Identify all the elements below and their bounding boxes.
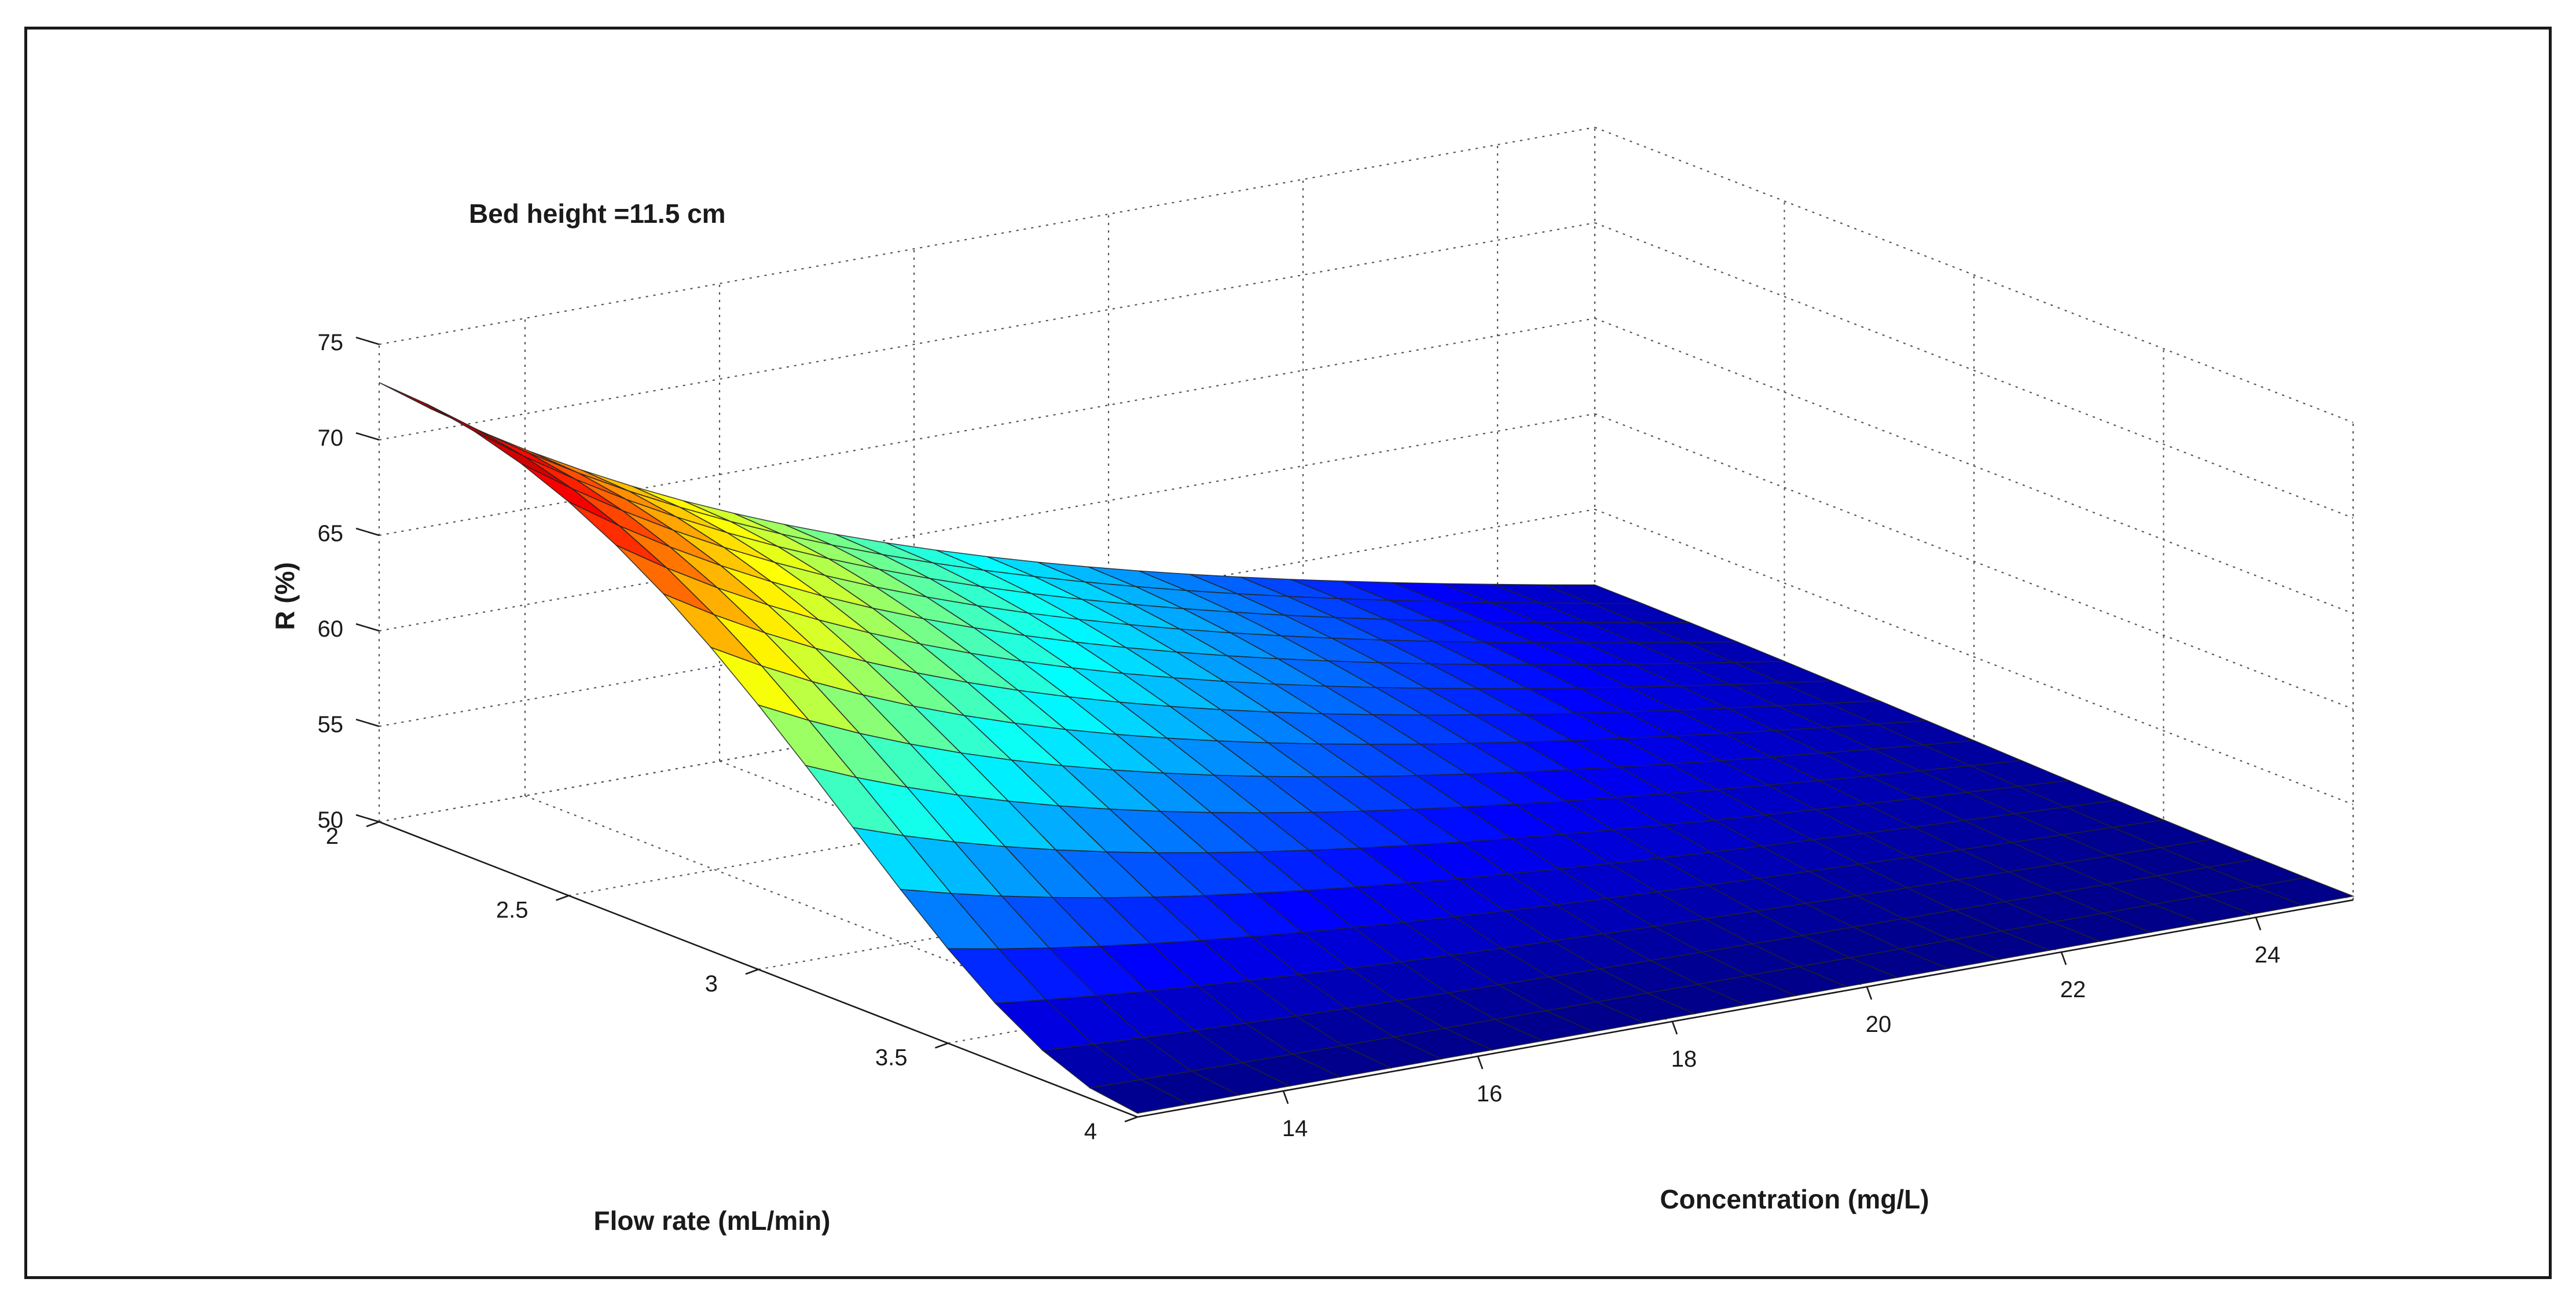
y-tick-label: 2.5 <box>496 898 529 923</box>
y-tick-label: 2 <box>326 824 339 849</box>
grid-line <box>1594 413 2354 710</box>
y-tick-mark <box>935 1042 948 1049</box>
surface-patch <box>477 429 576 480</box>
z-axis-label: R (%) <box>270 562 300 630</box>
z-tick-label: 60 <box>318 616 344 642</box>
y-tick-mark <box>1124 1116 1138 1123</box>
z-tick-label: 65 <box>318 521 344 546</box>
z-tick-label: 70 <box>318 425 344 451</box>
x-tick-label: 16 <box>1477 1081 1503 1107</box>
grid-line <box>379 126 1595 346</box>
grid-line <box>379 317 1595 537</box>
x-tick-label: 14 <box>1282 1116 1308 1141</box>
x-tick-label: 18 <box>1671 1046 1697 1072</box>
z-tick-mark <box>355 814 380 823</box>
x-tick-label: 24 <box>2255 942 2281 968</box>
z-tick-mark <box>355 527 380 537</box>
surface-mesh <box>379 382 2355 1114</box>
grid-line <box>379 222 1595 441</box>
x-axis-line <box>1137 899 2354 1118</box>
bed-height-annotation: Bed height =11.5 cm <box>469 199 726 229</box>
z-tick-mark <box>355 336 380 346</box>
surface-patch <box>1088 1079 1190 1114</box>
grid-line <box>1594 126 2354 424</box>
surface-patch <box>474 431 573 490</box>
x-tick-label: 22 <box>2060 977 2086 1002</box>
z-tick-mark <box>355 718 380 728</box>
y-axis-label: Flow rate (mL/min) <box>594 1206 831 1236</box>
x-tick-mark <box>1477 1056 1484 1070</box>
x-tick-mark <box>1282 1090 1289 1104</box>
grid-line <box>1594 222 2354 519</box>
z-tick-label: 75 <box>318 330 344 355</box>
z-tick-label: 55 <box>318 712 344 737</box>
x-axis-label: Concentration (mg/L) <box>1660 1184 1929 1214</box>
grid-line <box>379 413 1595 632</box>
y-tick-mark <box>366 821 380 828</box>
x-tick-mark <box>2060 951 2067 965</box>
axes <box>355 336 2354 1123</box>
z-tick-label: 50 <box>318 807 344 833</box>
x-tick-mark <box>1671 1021 1678 1035</box>
grid-line <box>1594 508 2354 806</box>
y-tick-label: 3.5 <box>875 1045 908 1071</box>
x-tick-label: 20 <box>1866 1012 1892 1037</box>
y-tick-label: 4 <box>1084 1119 1097 1144</box>
x-tick-mark <box>1866 986 1873 1000</box>
y-tick-mark <box>556 895 569 901</box>
y-tick-mark <box>745 968 759 975</box>
x-tick-mark <box>2255 917 2262 931</box>
z-tick-mark <box>355 623 380 632</box>
tick-labels: 50 55 60 65 70 75 2 2.5 3 3.5 4 14 16 18 20 22 24 <box>318 330 2281 1144</box>
y-tick-label: 3 <box>705 971 718 997</box>
z-tick-mark <box>355 432 380 441</box>
